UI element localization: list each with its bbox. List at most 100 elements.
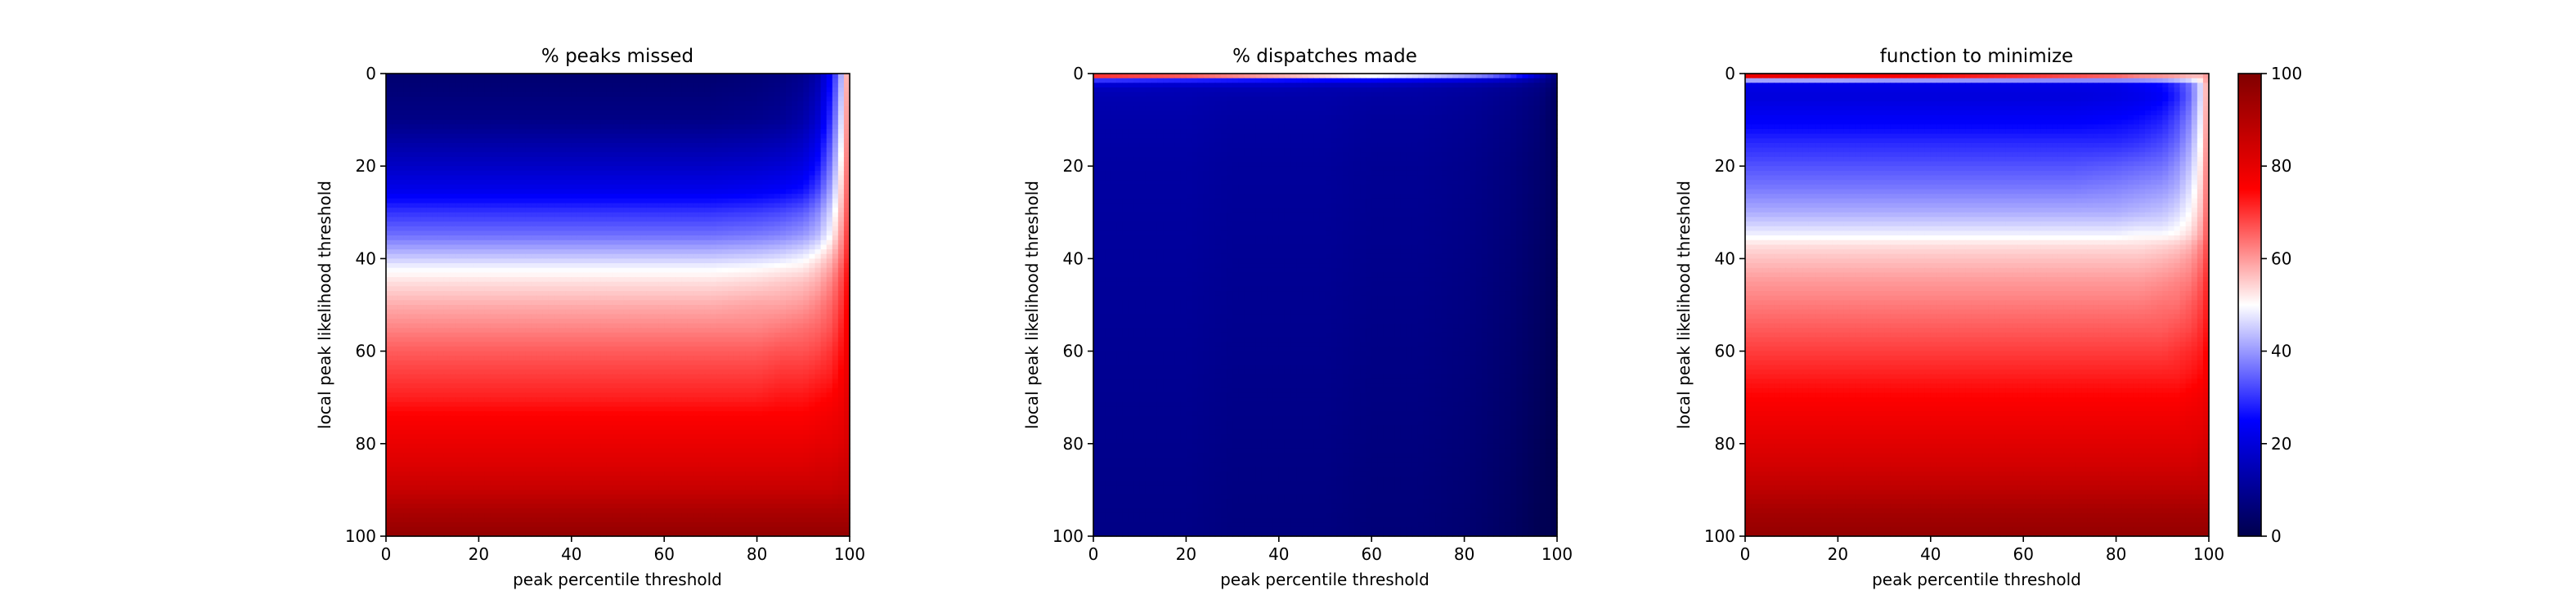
heatmap-1-cell [403,291,410,297]
heatmap-1-cell [739,286,747,292]
heatmap-1-cell [739,351,747,356]
heatmap-1-cell [397,249,404,255]
heatmap-1-cell [612,161,619,167]
heatmap-1-cell [779,332,787,338]
heatmap-1-cell [438,189,445,195]
heatmap-1-cell [710,342,717,347]
heatmap-1-cell [525,184,532,190]
heatmap-1-cell [837,263,845,269]
heatmap-1-cell [415,128,422,135]
heatmap-1-cell [786,212,792,218]
heatmap-1-cell [403,110,410,116]
heatmap-1-cell [774,101,781,107]
heatmap-1-cell [548,277,555,283]
heatmap-1-cell [606,96,613,102]
heatmap-1-cell [722,272,729,278]
heatmap-1-cell [456,203,462,208]
heatmap-1-cell [653,263,659,269]
heatmap-1-cell [577,166,584,172]
heatmap-1-cell [496,267,503,273]
heatmap-1-cell [751,314,758,320]
heatmap-1-cell [571,189,578,195]
heatmap-1-cell [554,119,561,125]
heatmap-1-cell [698,328,706,333]
heatmap-1-cell [640,314,648,320]
heatmap-1-cell [496,337,503,342]
heatmap-1-cell [473,281,479,287]
heatmap-1-cell [832,309,839,315]
heatmap-1-cell [837,114,845,121]
heatmap-1-cell [635,323,642,329]
heatmap-1-cell [415,300,422,306]
heatmap-1-cell [536,124,543,130]
heatmap-1-cell [513,175,520,181]
heatmap-1-cell [461,309,468,315]
heatmap-1-cell [716,138,723,144]
heatmap-1-cell [571,323,578,329]
heatmap-1-cell [826,180,833,186]
heatmap-1-cell [646,128,653,135]
heatmap-1-cell [716,249,723,255]
heatmap-1-cell [484,323,491,329]
heatmap-1-cell [617,300,625,306]
heatmap-1-cell [815,114,822,121]
heatmap-1-cell [745,263,752,269]
heatmap-1-cell [536,105,543,111]
heatmap-1-cell [803,152,810,158]
heatmap-1-cell [403,152,410,158]
heatmap-1-cell [653,305,659,311]
heatmap-1-cell [438,295,445,301]
heatmap-1-cell [629,110,636,116]
heatmap-1-cell [710,332,717,338]
heatmap-1-cell [420,96,428,102]
heatmap-1-cell [449,318,456,324]
heatmap-1-cell [600,267,607,273]
heatmap-1-cell [438,309,445,315]
heatmap-1-cell [675,346,683,352]
heatmap-1-cell [606,208,613,213]
heatmap-1-cell [687,351,694,356]
heatmap-1-cell [664,105,671,111]
heatmap-1-cell [513,212,520,218]
heatmap-1-cell [536,309,543,315]
heatmap-1-cell [415,110,422,116]
heatmap-1-cell [525,281,532,287]
heatmap-1-cell [664,152,671,158]
heatmap-1-cell [548,305,555,311]
heatmap-1-cell [779,356,787,361]
heatmap-1-cell [606,253,613,259]
heatmap-1-cell [756,184,764,190]
heatmap-1-cell [403,166,410,172]
heatmap-1-cell [612,138,619,144]
heatmap-1-cell [507,124,514,130]
heatmap-1-cell [386,351,393,356]
heatmap-1-cell [409,356,416,361]
heatmap-1-cell [762,152,770,158]
heatmap-1-cell [536,356,543,361]
heatmap-1-cell [815,249,822,255]
heatmap-1-cell [774,300,781,306]
heatmap-1-cell [658,318,665,324]
heatmap-1-cell [704,74,711,79]
heatmap-1-cell [548,272,555,278]
heatmap-1-cell [653,175,659,181]
heatmap-1-cell [409,110,416,116]
heatmap-1-cell [513,166,520,172]
heatmap-1-cell [774,78,781,83]
heatmap-1-cell [531,78,537,83]
heatmap-1-cell [843,194,850,199]
heatmap-1-cell [461,314,468,320]
heatmap-1-cell [837,78,845,83]
heatmap-1-cell [797,96,804,102]
heatmap-1-cell [687,226,694,232]
heatmap-1-cell [693,203,700,208]
heatmap-1-cell [617,263,625,269]
heatmap-1-cell [507,101,514,107]
heatmap-1-cell [467,142,473,149]
heatmap-1-cell [722,309,729,315]
heatmap-1-cell [386,184,393,190]
heatmap-1-cell [803,156,810,163]
heatmap-1-cell [426,156,433,163]
heatmap-1-cell [646,328,653,333]
heatmap-1-cell [687,105,694,111]
